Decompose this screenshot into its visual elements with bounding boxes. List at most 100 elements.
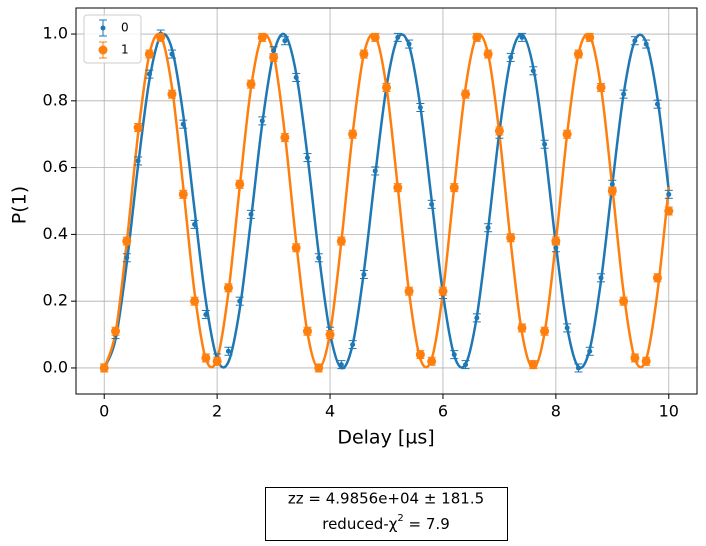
marker [350, 342, 356, 348]
marker [338, 362, 344, 368]
marker [474, 315, 480, 321]
marker [133, 123, 143, 133]
data-point [574, 363, 583, 373]
marker [237, 298, 243, 304]
marker [180, 121, 186, 127]
data-point [664, 206, 674, 216]
marker [562, 129, 572, 139]
legend-label: 0 [121, 21, 129, 35]
data-point [212, 356, 222, 366]
marker [575, 365, 581, 371]
marker [596, 82, 606, 92]
data-point [257, 32, 267, 42]
data-point [291, 243, 301, 253]
fit-line [103, 32, 671, 370]
marker [609, 181, 615, 187]
data-point [585, 346, 594, 356]
marker [542, 141, 548, 147]
data-point [573, 49, 583, 59]
data-point [122, 253, 131, 263]
data-point [258, 116, 267, 126]
marker [461, 89, 471, 99]
data-point [348, 129, 358, 139]
y-tick-label: 1.0 [43, 24, 68, 43]
marker [607, 186, 617, 196]
data-point [415, 350, 425, 360]
marker [621, 91, 627, 97]
marker [316, 255, 322, 261]
marker [169, 51, 175, 57]
data-point [630, 36, 639, 46]
marker [551, 236, 561, 246]
data-point [280, 36, 289, 46]
marker [212, 356, 222, 366]
marker [291, 243, 301, 253]
marker [361, 271, 367, 277]
data-point [641, 356, 651, 366]
data-point [348, 340, 357, 350]
y-tick-label: 0.0 [43, 357, 68, 376]
data-point [122, 236, 132, 246]
annotation-text: reduced-χ [322, 515, 398, 533]
data-point [494, 126, 504, 136]
marker [304, 155, 310, 161]
data-point [145, 69, 154, 79]
data-point [472, 313, 481, 323]
marker [564, 325, 570, 331]
data-point [178, 189, 188, 199]
data-point [99, 363, 109, 373]
marker [271, 48, 277, 54]
marker [370, 32, 380, 42]
y-axis-label: P(1) [9, 186, 31, 224]
data-point [540, 326, 550, 336]
marker [259, 118, 265, 124]
marker [348, 129, 358, 139]
annotation-sup: 2 [397, 513, 403, 524]
marker [201, 353, 211, 363]
marker [654, 101, 660, 107]
marker [519, 34, 525, 40]
x-tick-label: 4 [325, 402, 335, 421]
marker [630, 353, 640, 363]
data-point [551, 236, 561, 246]
marker [643, 41, 649, 47]
data-point [314, 253, 323, 263]
marker [404, 286, 414, 296]
data-point [484, 223, 493, 233]
marker [235, 179, 245, 189]
data-point [223, 283, 233, 293]
marker [598, 275, 604, 281]
data-point [416, 102, 425, 113]
marker [573, 49, 583, 59]
marker [427, 356, 437, 366]
marker [223, 283, 233, 293]
data-point [630, 353, 640, 363]
marker [225, 348, 231, 354]
marker [122, 236, 132, 246]
data-point [302, 326, 312, 336]
data-point [585, 32, 595, 42]
data-point [393, 32, 402, 42]
marker [314, 363, 324, 373]
marker [652, 273, 662, 283]
marker [282, 38, 288, 44]
annotation-line: zz = 4.9856e+04 ± 181.5 [288, 490, 484, 508]
data-point [371, 166, 380, 176]
data-point [427, 199, 436, 209]
data-point [269, 52, 279, 62]
marker [248, 211, 254, 217]
marker [156, 32, 166, 42]
data-point [201, 310, 210, 320]
marker [463, 362, 469, 368]
data-point [336, 236, 346, 246]
marker [451, 352, 457, 358]
marker [417, 105, 423, 111]
marker [293, 74, 299, 80]
data-point [133, 123, 143, 133]
marker [246, 79, 256, 89]
marker [336, 236, 346, 246]
data-point [562, 129, 572, 139]
annotation-line: reduced-χ2 = 7.9 [322, 513, 450, 533]
marker [325, 330, 335, 340]
data-point [461, 360, 470, 370]
